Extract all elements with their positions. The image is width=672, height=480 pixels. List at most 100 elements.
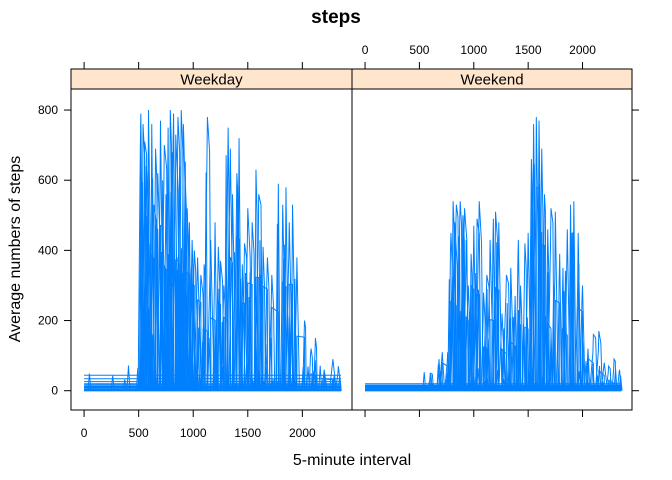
series-plateau <box>147 307 151 391</box>
y-tick-label: 600 <box>38 173 58 187</box>
series-plateau <box>524 326 529 391</box>
series-plateau <box>535 186 540 391</box>
series-spike <box>263 343 268 391</box>
series-spike <box>276 183 281 391</box>
x-tick-label: 0 <box>362 43 369 57</box>
series-plateau <box>167 253 171 391</box>
series-plateau <box>179 287 182 391</box>
series-spike <box>583 361 588 391</box>
series-spike <box>329 359 337 391</box>
series-plateau <box>501 348 507 391</box>
series-spike <box>239 264 246 391</box>
series-spike <box>236 138 242 391</box>
noise-spike <box>122 379 127 391</box>
series-plateau <box>310 372 316 391</box>
series-spike <box>539 232 544 391</box>
x-tick-label: 1000 <box>460 43 487 57</box>
series-spike <box>515 239 522 391</box>
series-spike <box>248 272 253 391</box>
x-tick-label: 2000 <box>569 43 596 57</box>
x-tick-label: 2000 <box>289 426 316 440</box>
strip-background <box>351 68 633 90</box>
series-spike <box>547 208 555 391</box>
series-weekend <box>365 117 623 392</box>
series-plateau <box>462 265 466 391</box>
series-plateau <box>262 285 268 391</box>
series-spike <box>322 373 327 391</box>
series-spike <box>204 172 209 391</box>
y-tick-label: 800 <box>38 103 58 117</box>
series-weekday <box>84 110 342 392</box>
series-plateau <box>489 319 494 391</box>
series-plateau <box>210 317 216 391</box>
series-spike <box>482 274 492 391</box>
noise-spike <box>318 365 323 391</box>
series-plateau <box>171 282 175 391</box>
series-spike <box>330 378 335 391</box>
series-plateau <box>476 293 480 391</box>
x-tick-label: 0 <box>81 426 88 440</box>
series-spike <box>511 316 516 391</box>
series-plateau <box>541 244 545 391</box>
strip-label: Weekend <box>460 72 523 89</box>
series-spike <box>600 362 608 391</box>
series-spike <box>254 194 264 391</box>
series-spike <box>308 348 314 391</box>
series-plateau <box>554 299 561 391</box>
x-tick-label: 1500 <box>515 43 542 57</box>
series-plateau <box>562 327 568 391</box>
series-plateau <box>296 335 306 391</box>
series-spike <box>456 236 461 391</box>
series-spike <box>618 375 623 391</box>
series-plateau <box>495 286 500 391</box>
series-plateau <box>547 321 552 391</box>
series-spike <box>258 274 263 391</box>
axes: 0 500 1000 1500 2000 0 500 1000 1500 2000 0 200 400 6… <box>38 43 639 440</box>
series-spike <box>302 320 307 391</box>
series-plateau <box>454 302 457 391</box>
series-spike <box>220 322 225 391</box>
series-plateau <box>530 250 535 391</box>
series-spike <box>579 285 586 391</box>
series-spike <box>539 148 545 391</box>
y-tick-label: 0 <box>51 384 58 398</box>
x-tick-label: 500 <box>409 43 429 57</box>
series-spike <box>152 148 159 391</box>
series-plateau <box>429 382 440 391</box>
series-spike <box>268 274 276 391</box>
series-spike <box>605 364 612 391</box>
series-spike <box>264 257 271 391</box>
series-plateau <box>241 302 246 391</box>
series-plateau <box>441 361 449 391</box>
chart-title: steps <box>311 7 361 28</box>
series-plateau <box>517 322 522 391</box>
y-tick-label: 200 <box>38 314 58 328</box>
series-plateau <box>587 357 594 391</box>
series-spike <box>282 187 290 391</box>
series-spike <box>474 201 484 391</box>
series-plateau <box>458 318 461 391</box>
series-spike <box>563 271 568 391</box>
series-spike <box>608 378 613 391</box>
series-plateau <box>323 378 334 391</box>
series-spike <box>181 272 186 391</box>
series-spike <box>224 155 229 391</box>
series-plateau <box>159 224 164 391</box>
series-spike <box>555 344 560 391</box>
noise-spike <box>135 367 140 391</box>
series-plateau <box>470 284 475 391</box>
series-spike <box>589 333 598 391</box>
series-spike <box>166 127 171 391</box>
series-plateau <box>483 346 488 391</box>
series-plateau <box>229 257 234 391</box>
series-plateau <box>155 223 159 391</box>
series-plateau <box>570 256 575 391</box>
series-plateau <box>175 259 179 391</box>
series-spike <box>232 252 237 391</box>
series-plateau <box>191 283 195 391</box>
y-axis-label: Average numbers of steps <box>7 156 24 342</box>
series-plateau <box>271 306 279 391</box>
series-spike <box>557 253 563 391</box>
series-spike <box>551 286 556 391</box>
series-spike <box>240 243 249 391</box>
